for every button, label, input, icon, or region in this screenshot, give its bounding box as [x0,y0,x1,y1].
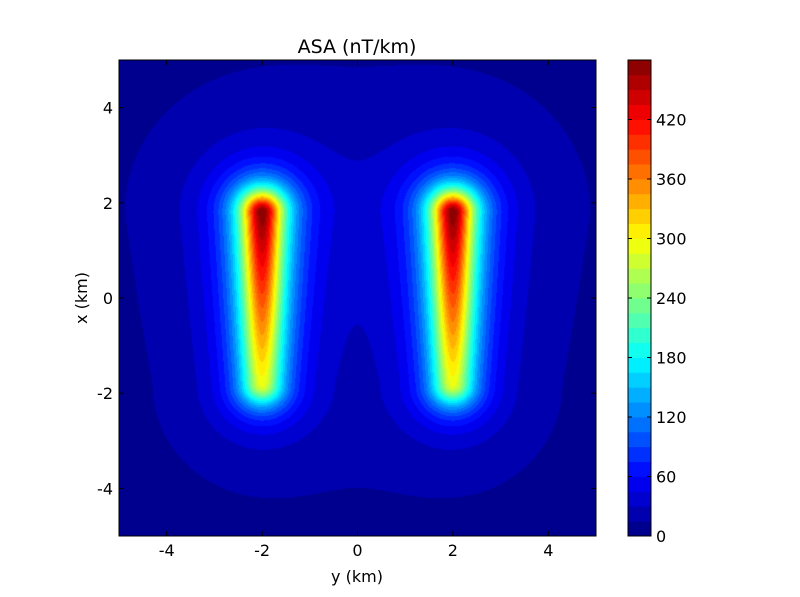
colorbar-band [628,357,651,373]
colorbar-band [628,149,651,165]
y-axis-label: x (km) [72,272,91,324]
colorbar-tick-label: 420 [656,111,687,130]
colorbar-band [628,193,651,210]
colorbar-band [628,342,651,358]
colorbar-band [628,283,651,299]
y-tick-label: 4 [103,99,113,118]
x-tick-label: 4 [543,541,553,560]
colorbar-band [628,74,651,91]
colorbar-band [628,119,651,135]
colorbar-band [628,431,651,448]
chart-title: ASA (nT/km) [298,36,417,58]
contour-field [119,60,596,536]
colorbar-band [628,417,651,433]
x-axis-ticks: -4 -2 0 2 4 [159,60,553,560]
colorbar-tick-label: 60 [656,468,676,487]
colorbar-band [628,521,651,537]
colorbar-tick-label: 120 [656,408,687,427]
y-tick-label: -2 [97,384,113,403]
colorbar-band [628,372,651,388]
x-axis-label: y (km) [331,567,383,586]
colorbar-band [628,327,651,344]
colorbar-ticks: 0 60 120 180 240 300 360 420 [628,111,687,546]
colorbar-band [628,238,651,254]
colorbar-band [628,387,651,403]
colorbar-tick-label: 360 [656,170,687,189]
colorbar-band [628,208,651,225]
y-tick-label: -4 [97,479,113,498]
colorbar-band [628,476,651,492]
colorbar-band [628,446,651,463]
colorbar-band [628,506,651,522]
colorbar-tick-label: 0 [656,527,666,546]
colorbar-band [628,164,651,180]
x-tick-label: -2 [254,541,270,560]
colorbar-band [628,253,651,269]
colorbar-band [628,60,651,76]
colorbar-tick-label: 240 [656,289,687,308]
colorbar-band [628,402,651,418]
y-tick-label: 2 [103,194,113,213]
colorbar-band [628,179,651,195]
colorbar-band [628,461,651,477]
colorbar-band [628,312,651,329]
y-tick-label: 0 [103,289,113,308]
colorbar-tick-label: 300 [656,230,687,249]
x-tick-label: -4 [159,541,175,560]
colorbar-band [628,298,651,314]
x-tick-label: 0 [352,541,362,560]
plot-area [118,59,597,537]
colorbar-band [628,89,651,106]
colorbar-bands [628,60,651,537]
colorbar-band [628,491,651,507]
colorbar-band [628,223,651,239]
y-axis-ticks: -4 -2 0 2 4 [97,99,596,498]
colorbar-band [628,104,651,120]
colorbar: 0 60 120 180 240 300 360 420 [627,59,687,546]
colorbar-tick-label: 180 [656,349,687,368]
colorbar-band [628,268,651,284]
colorbar-band [628,134,651,150]
x-tick-label: 2 [448,541,458,560]
